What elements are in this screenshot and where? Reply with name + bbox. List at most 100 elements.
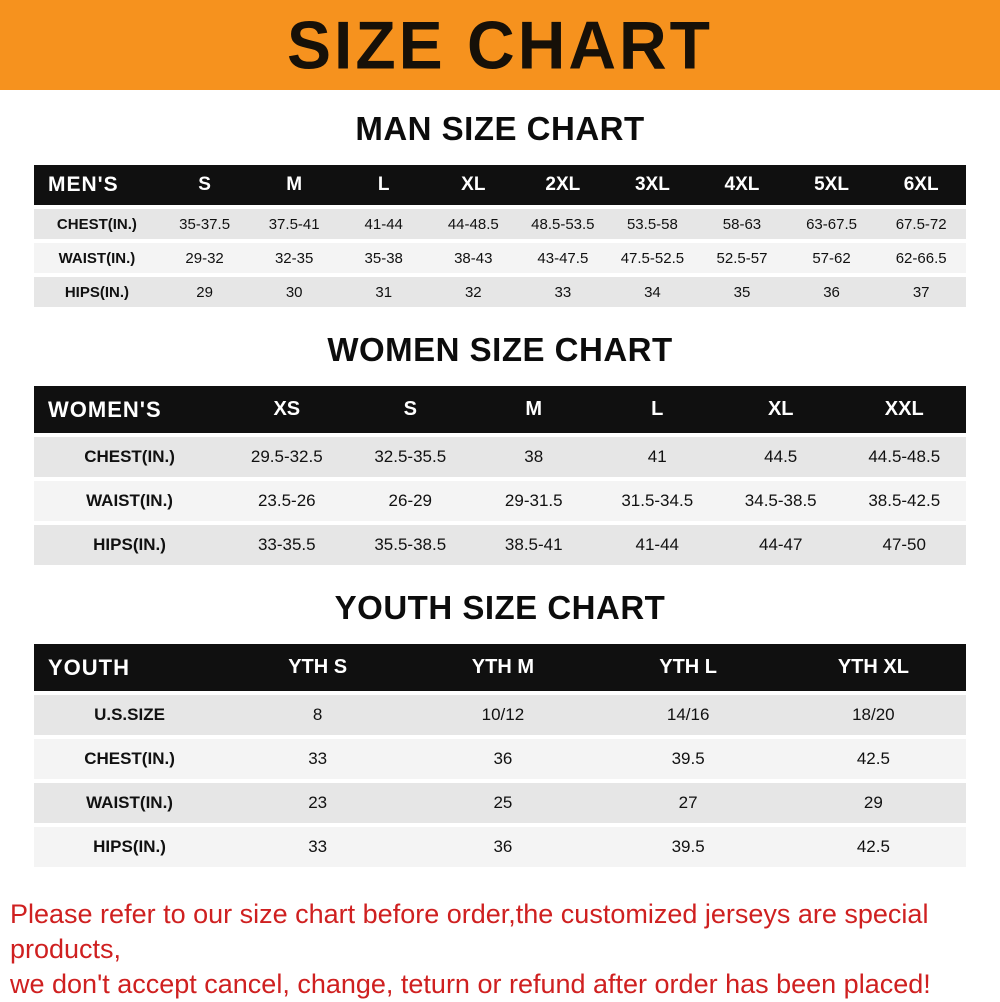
size-header-cell: S — [403, 398, 417, 420]
size-header-cell: YTH XL — [837, 656, 909, 678]
section-heading-youth: YOUTH SIZE CHART — [334, 589, 666, 626]
size-header-cell: XL — [461, 174, 486, 195]
row-label-cell: CHEST(IN.) — [84, 447, 175, 466]
value-cell: 57-62 — [812, 249, 851, 267]
value-cell: 29.5-32.5 — [250, 447, 323, 466]
men-size-table: MEN'S S M L XL 2XL 3XL 4XL 5XL 6XL CHEST(IN.) 35-37… — [34, 161, 966, 311]
value-cell: 10/12 — [481, 705, 525, 724]
table-row: U.S.SIZE 8 10/12 14/16 18/20 — [34, 695, 966, 735]
value-cell: 48.5-53.5 — [531, 215, 595, 233]
size-header-cell: XL — [767, 398, 794, 420]
header-row: YOUTH YTH S YTH M YTH L YTH XL — [34, 644, 966, 691]
size-header-cell: XS — [273, 398, 301, 420]
value-cell: 29 — [863, 793, 883, 812]
value-cell: 35-37.5 — [179, 215, 231, 233]
size-header-cell: L — [651, 398, 664, 420]
footer-note: Please refer to our size chart before or… — [10, 897, 1000, 1002]
value-cell: 37.5-41 — [268, 215, 320, 233]
value-cell: 14/16 — [666, 705, 710, 724]
table-title-cell: YOUTH — [48, 654, 130, 680]
value-cell: 32 — [464, 283, 482, 301]
value-cell: 8 — [312, 705, 323, 724]
value-cell: 34.5-38.5 — [744, 491, 817, 510]
value-cell: 41-44 — [635, 535, 679, 554]
value-cell: 38 — [524, 447, 544, 466]
value-cell: 33-35.5 — [257, 535, 316, 554]
size-header-cell: 6XL — [903, 174, 939, 195]
size-header-cell: 4XL — [724, 174, 760, 195]
table-row: CHEST(IN.) 29.5-32.5 32.5-35.5 38 41 44.5 44.5… — [34, 437, 966, 477]
header-row: WOMEN'S XS S M L XL XXL — [34, 386, 966, 433]
value-cell: 63-67.5 — [806, 215, 857, 233]
value-cell: 67.5-72 — [895, 215, 947, 233]
value-cell: 23.5-26 — [257, 491, 316, 510]
size-header-cell: M — [525, 398, 543, 420]
size-header-cell: S — [198, 174, 211, 195]
table-title-cell: WOMEN'S — [48, 396, 162, 422]
table-row: WAIST(IN.) 23 25 27 29 — [34, 783, 966, 823]
size-chart-banner: SIZE CHART — [0, 0, 1000, 90]
section-heading-women: WOMEN SIZE CHART — [327, 331, 673, 368]
row-label-cell: U.S.SIZE — [94, 705, 165, 724]
value-cell: 33 — [308, 749, 328, 768]
row-label-cell: WAIST(IN.) — [86, 793, 173, 812]
value-cell: 26-29 — [388, 491, 433, 510]
table-row: CHEST(IN.) 35-37.5 37.5-41 41-44 44-48.5 48.5… — [34, 209, 966, 239]
size-header-cell: YTH M — [471, 656, 534, 678]
section-heading-men: MAN SIZE CHART — [355, 110, 645, 147]
size-header-cell: YTH L — [659, 656, 718, 678]
value-cell: 44.5 — [764, 447, 798, 466]
value-cell: 47-50 — [882, 535, 926, 554]
size-header-cell: 3XL — [634, 174, 670, 195]
value-cell: 35.5-38.5 — [374, 535, 447, 554]
table-row: CHEST(IN.) 33 36 39.5 42.5 — [34, 739, 966, 779]
footer-note-line2: we don't accept cancel, change, teturn o… — [10, 969, 931, 1000]
value-cell: 33 — [308, 837, 328, 856]
section-youth: YOUTH SIZE CHART YOUTH YTH S YTH M YTH L YTH… — [0, 589, 1000, 871]
value-cell: 37 — [912, 283, 930, 301]
value-cell: 41-44 — [364, 215, 403, 233]
size-header-cell: L — [377, 174, 390, 195]
value-cell: 38.5-42.5 — [868, 491, 941, 510]
table-row: WAIST(IN.) 29-32 32-35 35-38 38-43 43-47.5 47.… — [34, 243, 966, 273]
value-cell: 35 — [733, 283, 751, 301]
value-cell: 29-32 — [185, 249, 224, 267]
value-cell: 34 — [644, 283, 661, 301]
row-label-cell: HIPS(IN.) — [93, 535, 166, 554]
row-label-cell: HIPS(IN.) — [93, 837, 166, 856]
footer-note-line1: Please refer to our size chart before or… — [10, 899, 929, 965]
value-cell: 30 — [285, 283, 303, 301]
size-header-cell: 5XL — [814, 174, 849, 195]
value-cell: 39.5 — [671, 749, 705, 768]
value-cell: 52.5-57 — [716, 249, 768, 267]
section-men: MAN SIZE CHART MEN'S S M L XL 2XL 3XL 4XL 5XL 6XL… — [0, 110, 1000, 311]
value-cell: 39.5 — [671, 837, 705, 856]
row-label-cell: CHEST(IN.) — [84, 749, 175, 768]
table-row: WAIST(IN.) 23.5-26 26-29 29-31.5 31.5-34.5 34… — [34, 481, 966, 521]
value-cell: 44-48.5 — [447, 215, 499, 233]
value-cell: 44-47 — [758, 535, 803, 554]
value-cell: 36 — [823, 283, 840, 301]
women-size-table: WOMEN'S XS S M L XL XXL CHEST(IN.) 29.5-32.5 32.5… — [34, 382, 966, 569]
row-label-cell: HIPS(IN.) — [64, 283, 129, 301]
header-row: MEN'S S M L XL 2XL 3XL 4XL 5XL 6XL — [34, 165, 966, 205]
value-cell: 32.5-35.5 — [374, 447, 447, 466]
value-cell: 38.5-41 — [504, 535, 563, 554]
size-header-cell: YTH S — [288, 656, 348, 678]
value-cell: 27 — [678, 793, 698, 812]
value-cell: 18/20 — [852, 705, 895, 724]
value-cell: 62-66.5 — [895, 249, 947, 267]
value-cell: 44.5-48.5 — [868, 447, 941, 466]
row-label-cell: WAIST(IN.) — [58, 249, 136, 267]
value-cell: 32-35 — [274, 249, 314, 267]
value-cell: 33 — [554, 283, 572, 301]
size-header-cell: M — [286, 174, 303, 195]
size-header-cell: XXL — [884, 398, 924, 420]
value-cell: 58-63 — [722, 215, 762, 233]
value-cell: 41 — [647, 447, 667, 466]
value-cell: 38-43 — [454, 249, 493, 267]
value-cell: 47.5-52.5 — [620, 249, 685, 267]
youth-size-table: YOUTH YTH S YTH M YTH L YTH XL U.S.SIZE 8 10/12… — [34, 640, 966, 871]
value-cell: 35-38 — [364, 249, 403, 267]
value-cell: 31 — [375, 283, 393, 301]
